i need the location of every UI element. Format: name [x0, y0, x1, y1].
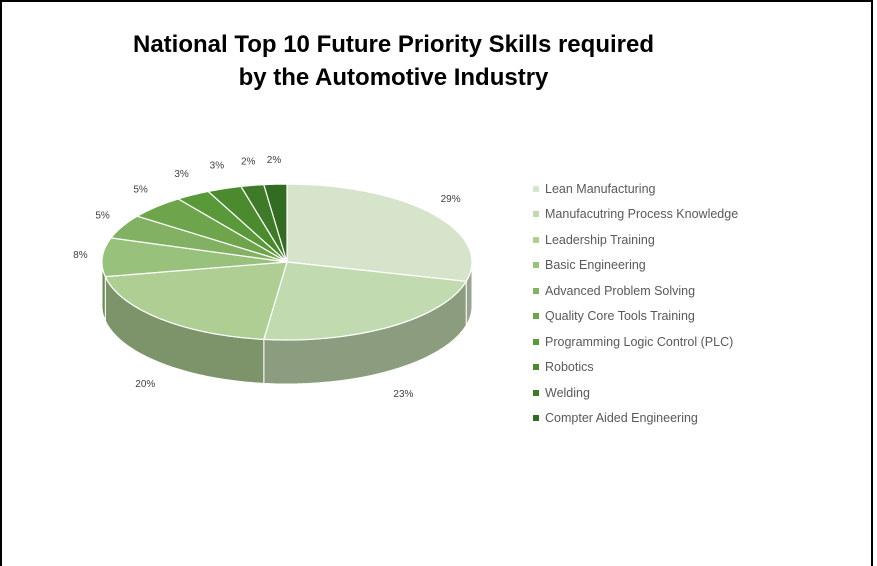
pie-data-label: 3% — [210, 161, 225, 172]
pie-slice — [101, 237, 288, 278]
legend-item: Leadership Training — [533, 227, 738, 253]
pie-top — [101, 183, 473, 341]
pie-slice — [263, 183, 288, 263]
legend-swatch — [533, 389, 539, 396]
pie-data-label: 29% — [441, 194, 461, 205]
legend-label: Robotics — [545, 360, 594, 375]
pie-slice — [104, 261, 288, 341]
legend-swatch — [533, 236, 539, 243]
pie-slice — [263, 261, 468, 341]
legend-swatch — [533, 364, 539, 371]
legend-label: Lean Manufacturing — [545, 181, 656, 196]
legend-swatch — [533, 211, 539, 218]
pie-data-label: 5% — [95, 210, 110, 221]
pie-data-label: 5% — [133, 185, 148, 196]
pie-slice — [286, 183, 473, 283]
pie-data-label: 20% — [135, 379, 155, 390]
legend-swatch — [533, 338, 539, 345]
pie-data-labels: 29% 23% 20% 8% 5% 5% 3% 3% 2% 2% — [73, 155, 461, 400]
legend-item: Manufacutring Process Knowledge — [533, 202, 738, 228]
pie-data-label: 8% — [73, 250, 88, 261]
pie-data-label: 2% — [241, 156, 256, 167]
legend-item: Welding — [533, 380, 738, 406]
legend-swatch — [533, 313, 539, 320]
pie-data-label: 3% — [174, 169, 189, 180]
chart-title-line-2: by the Automotive Industry — [238, 64, 549, 91]
legend-item: Compter Aided Engineering — [533, 406, 738, 432]
legend-swatch — [533, 185, 539, 192]
legend-label: Compter Aided Engineering — [545, 411, 698, 426]
legend-item: Robotics — [533, 355, 738, 381]
chart-title: National Top 10 Future Priority Skills r… — [0, 28, 877, 94]
legend-swatch — [533, 287, 539, 294]
legend-label: Programming Logic Control (PLC) — [545, 334, 734, 349]
legend-label: Manufacutring Process Knowledge — [545, 207, 739, 222]
legend-label: Quality Core Tools Training — [545, 309, 695, 324]
legend-label: Welding — [545, 385, 590, 400]
pie-data-label: 23% — [393, 389, 413, 400]
legend-label: Advanced Problem Solving — [545, 283, 696, 298]
legend-item: Quality Core Tools Training — [533, 304, 738, 330]
legend-label: Basic Engineering — [545, 258, 646, 273]
legend-label: Leadership Training — [545, 232, 655, 247]
legend-item: Lean Manufacturing — [533, 176, 738, 202]
chart-legend: Lean Manufacturing Manufacutring Process … — [533, 176, 738, 431]
legend-swatch — [533, 415, 539, 422]
legend-item: Basic Engineering — [533, 253, 738, 279]
legend-item: Programming Logic Control (PLC) — [533, 329, 738, 355]
pie-data-label: 2% — [267, 155, 282, 166]
legend-swatch — [533, 262, 539, 269]
legend-item: Advanced Problem Solving — [533, 278, 738, 304]
chart-title-line-1: National Top 10 Future Priority Skills r… — [133, 31, 654, 58]
